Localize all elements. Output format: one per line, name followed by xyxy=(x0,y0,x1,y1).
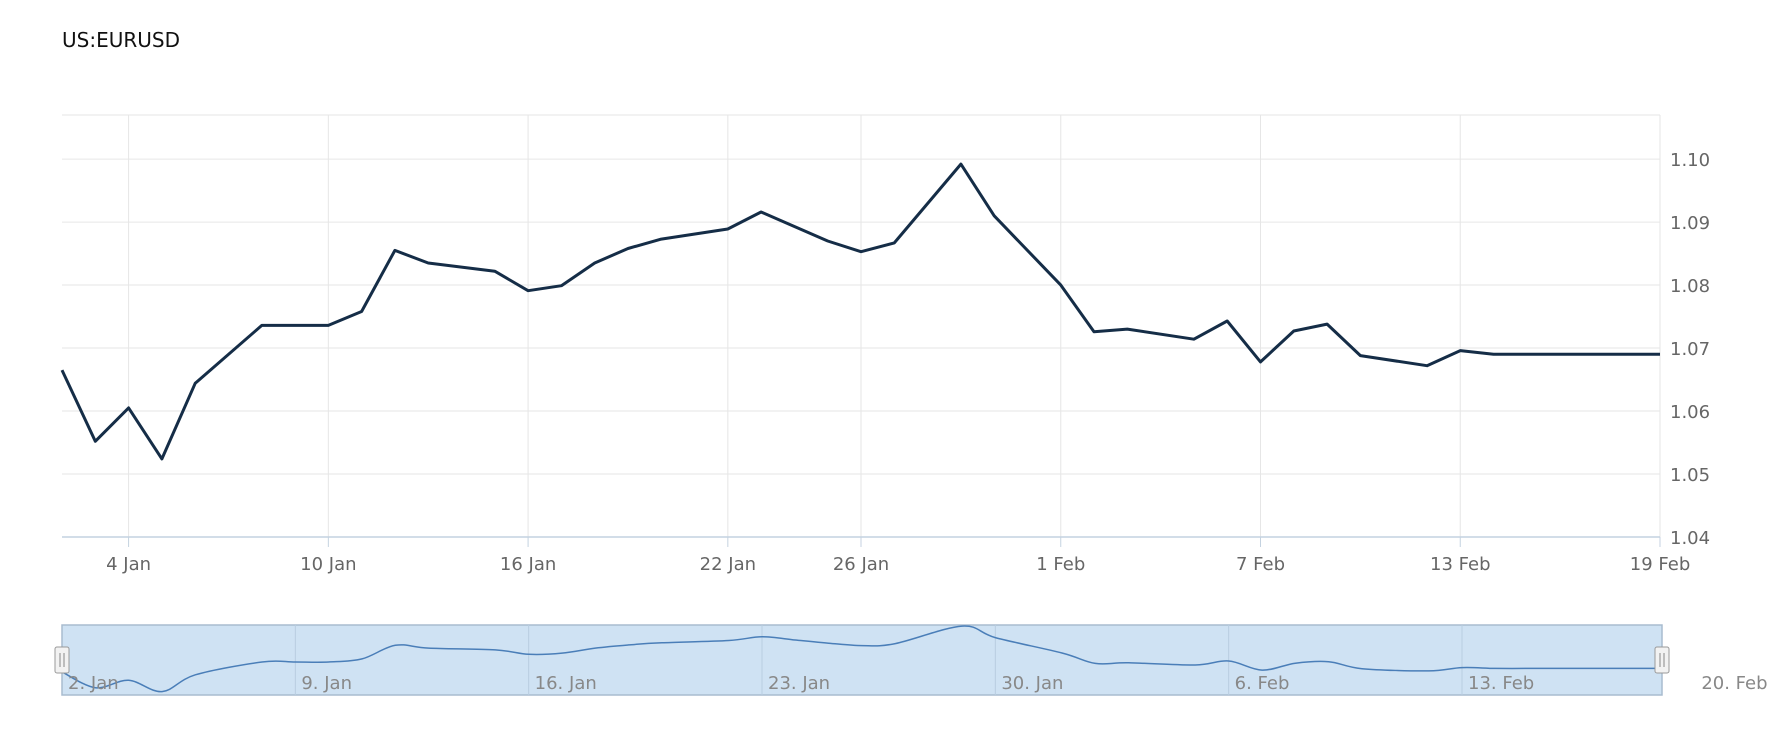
x-tick-label: 13 Feb xyxy=(1430,554,1491,575)
navigator-date-label: 20. Feb xyxy=(1701,673,1767,694)
navigator-handle-left[interactable] xyxy=(54,646,70,674)
series-line-0 xyxy=(60,162,1660,461)
x-tick-label: 22 Jan xyxy=(700,554,756,575)
series-group xyxy=(60,162,1660,461)
x-tick-label: 10 Jan xyxy=(300,554,356,575)
x-tick-label: 16 Jan xyxy=(500,554,556,575)
navigator[interactable]: 2. Jan 9. Jan 16. Jan 23. Jan 30. Jan 6. Feb 1… xyxy=(54,624,1768,696)
x-tick-label: 7 Feb xyxy=(1236,554,1285,575)
x-tick-label: 19 Feb xyxy=(1630,554,1691,575)
navigator-date-label: 6. Feb xyxy=(1235,673,1290,694)
y-tick-label: 1.08 xyxy=(1670,276,1710,297)
navigator-date-label: 23. Jan xyxy=(768,673,830,694)
navigator-series-line xyxy=(61,625,1662,693)
navigator-date-label: 2. Jan xyxy=(68,673,119,694)
navigator-date-label: 30. Jan xyxy=(1001,673,1063,694)
x-tick-label: 1 Feb xyxy=(1036,554,1085,575)
y-tick-label: 1.05 xyxy=(1670,465,1710,486)
y-tick-label: 1.06 xyxy=(1670,402,1710,423)
gridlines xyxy=(62,114,1661,537)
y-tick-label: 1.04 xyxy=(1670,528,1710,549)
navigator-handle-right[interactable] xyxy=(1654,646,1670,674)
y-tick-label: 1.07 xyxy=(1670,339,1710,360)
chart-title: US:EURUSD xyxy=(62,28,180,52)
x-tick-label: 26 Jan xyxy=(833,554,889,575)
x-tick-label: 4 Jan xyxy=(106,554,151,575)
axes: 1.04 1.05 1.06 1.07 1.08 1.09 1.10 4 Jan 10 Jan 1… xyxy=(62,150,1710,575)
y-tick-label: 1.10 xyxy=(1670,150,1710,171)
navigator-date-label: 9. Jan xyxy=(301,673,352,694)
y-tick-label: 1.09 xyxy=(1670,213,1710,234)
navigator-date-label: 13. Feb xyxy=(1468,673,1534,694)
navigator-date-label: 16. Jan xyxy=(535,673,597,694)
